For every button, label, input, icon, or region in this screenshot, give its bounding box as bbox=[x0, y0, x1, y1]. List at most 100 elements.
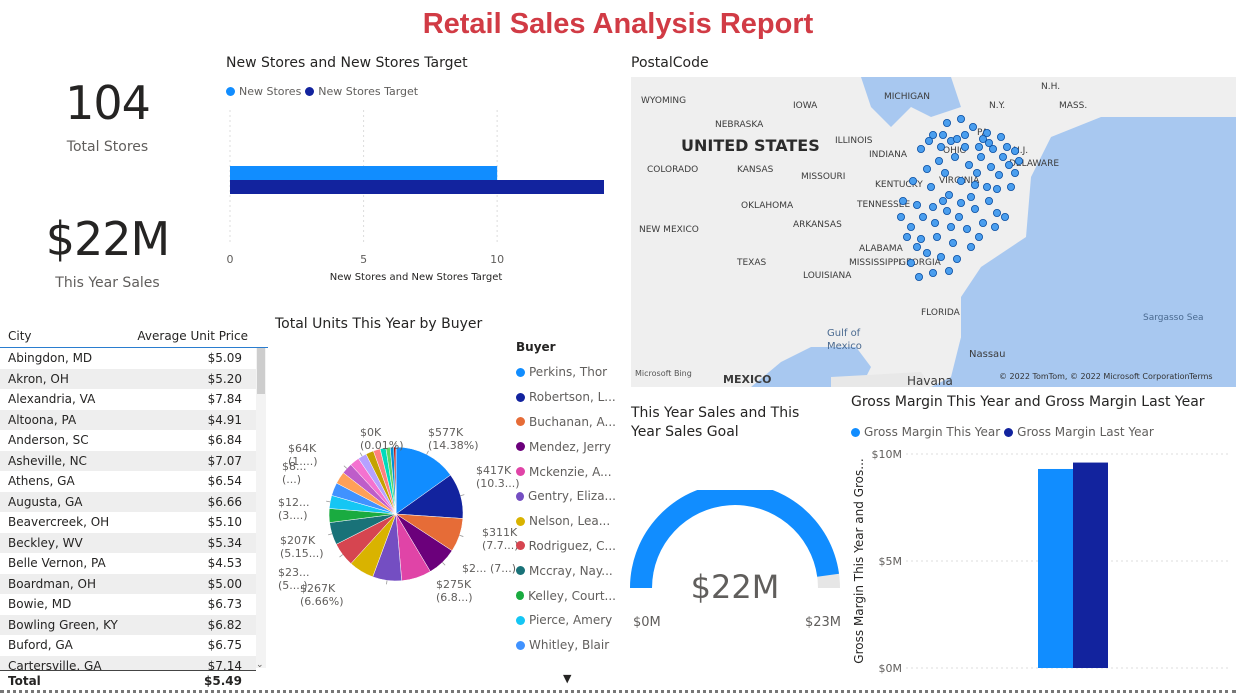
city-price-table[interactable]: City Average Unit Price Abingdon, MD $5.0… bbox=[0, 318, 268, 696]
buyer-legend-item[interactable]: Whitley, Blair bbox=[516, 633, 616, 658]
store-point[interactable] bbox=[978, 135, 987, 144]
postal-code-map[interactable]: WYOMING IOWA MICHIGAN N.Y. N.H. MASS. NEBRASKA… bbox=[631, 77, 1236, 387]
buyer-legend-item[interactable]: Mccray, Nay... bbox=[516, 558, 616, 583]
store-point[interactable] bbox=[998, 153, 1007, 162]
store-point[interactable] bbox=[922, 248, 931, 257]
bar-gm-last-year[interactable] bbox=[1073, 462, 1108, 668]
gross-margin-bar-chart[interactable]: $10M $5M $0M Gross Margin This Year and Gro… bbox=[848, 440, 1233, 685]
store-point[interactable] bbox=[952, 135, 961, 144]
store-point[interactable] bbox=[992, 185, 1001, 194]
table-row[interactable]: Altoona, PA $4.91 bbox=[0, 409, 256, 430]
store-point[interactable] bbox=[1010, 169, 1019, 178]
new-stores-legend[interactable]: New Stores New Stores Target bbox=[226, 85, 418, 98]
buyer-legend-item[interactable]: Mendez, Jerry bbox=[516, 434, 616, 459]
store-point[interactable] bbox=[932, 232, 941, 241]
scrollbar-thumb[interactable] bbox=[257, 348, 265, 394]
store-point[interactable] bbox=[912, 201, 921, 210]
store-point[interactable] bbox=[948, 238, 957, 247]
store-point[interactable] bbox=[902, 232, 911, 241]
store-point[interactable] bbox=[922, 165, 931, 174]
store-point[interactable] bbox=[1004, 161, 1013, 170]
store-point[interactable] bbox=[988, 145, 997, 154]
table-row[interactable]: Akron, OH $5.20 bbox=[0, 368, 256, 389]
store-point[interactable] bbox=[928, 203, 937, 212]
store-point[interactable] bbox=[990, 222, 999, 231]
store-point[interactable] bbox=[896, 212, 905, 221]
buyer-legend-item[interactable]: Gentry, Eliza... bbox=[516, 484, 616, 509]
store-point[interactable] bbox=[972, 169, 981, 178]
buyer-legend-item[interactable]: Nelson, Lea... bbox=[516, 509, 616, 534]
store-point[interactable] bbox=[984, 197, 993, 206]
buyer-legend-item[interactable]: Pierce, Amery bbox=[516, 608, 616, 633]
store-point[interactable] bbox=[916, 145, 925, 154]
store-point[interactable] bbox=[970, 181, 979, 190]
buyer-legend-item[interactable]: Perkins, Thor bbox=[516, 360, 616, 385]
store-point[interactable] bbox=[908, 177, 917, 186]
store-point[interactable] bbox=[954, 212, 963, 221]
col-header-avg-unit-price[interactable]: Average Unit Price bbox=[137, 328, 248, 343]
store-point[interactable] bbox=[930, 218, 939, 227]
store-point[interactable] bbox=[992, 208, 1001, 217]
store-point[interactable] bbox=[982, 129, 991, 138]
store-point[interactable] bbox=[1014, 157, 1023, 166]
buyer-legend-item[interactable]: Kelley, Court... bbox=[516, 583, 616, 608]
store-point[interactable] bbox=[938, 197, 947, 206]
buyer-legend-item[interactable]: Mckenzie, A... bbox=[516, 459, 616, 484]
store-point[interactable] bbox=[974, 143, 983, 152]
store-point[interactable] bbox=[1000, 212, 1009, 221]
table-row[interactable]: Beavercreek, OH $5.10 bbox=[0, 512, 256, 533]
store-point[interactable] bbox=[944, 191, 953, 200]
store-point[interactable] bbox=[918, 212, 927, 221]
table-row[interactable]: Bowling Green, KY $6.82 bbox=[0, 614, 256, 635]
store-point[interactable] bbox=[944, 266, 953, 275]
store-point[interactable] bbox=[976, 153, 985, 162]
store-point[interactable] bbox=[950, 153, 959, 162]
store-point[interactable] bbox=[942, 206, 951, 215]
store-point[interactable] bbox=[914, 272, 923, 281]
store-point[interactable] bbox=[898, 197, 907, 206]
table-row[interactable]: Anderson, SC $6.84 bbox=[0, 430, 256, 451]
table-row[interactable]: Buford, GA $6.75 bbox=[0, 635, 256, 656]
table-row[interactable]: Belle Vernon, PA $4.53 bbox=[0, 553, 256, 574]
store-point[interactable] bbox=[956, 199, 965, 208]
store-point[interactable] bbox=[984, 139, 993, 148]
store-point[interactable] bbox=[936, 252, 945, 261]
table-row[interactable]: Bowie, MD $6.73 bbox=[0, 594, 256, 615]
store-point[interactable] bbox=[916, 234, 925, 243]
gross-margin-legend[interactable]: Gross Margin This Year Gross Margin Last… bbox=[851, 425, 1154, 439]
store-point[interactable] bbox=[906, 222, 915, 231]
store-point[interactable] bbox=[986, 163, 995, 172]
store-point[interactable] bbox=[974, 232, 983, 241]
buyer-legend-item[interactable]: Robertson, L... bbox=[516, 385, 616, 410]
store-point[interactable] bbox=[912, 242, 921, 251]
pie-slice[interactable] bbox=[395, 446, 451, 515]
store-point[interactable] bbox=[960, 143, 969, 152]
table-row[interactable]: Beckley, WV $5.34 bbox=[0, 532, 256, 553]
table-row[interactable]: Alexandria, VA $7.84 bbox=[0, 389, 256, 410]
store-point[interactable] bbox=[982, 183, 991, 192]
store-point[interactable] bbox=[938, 131, 947, 140]
store-point[interactable] bbox=[1006, 183, 1015, 192]
store-point[interactable] bbox=[936, 143, 945, 152]
store-point[interactable] bbox=[946, 222, 955, 231]
store-point[interactable] bbox=[956, 115, 965, 124]
store-point[interactable] bbox=[928, 131, 937, 140]
store-point[interactable] bbox=[926, 183, 935, 192]
buyer-pie-chart[interactable]: $577K(14.38%) $417K(10.3...) $311K(7.7...)… bbox=[270, 418, 520, 608]
store-point[interactable] bbox=[924, 137, 933, 146]
buyer-legend-item[interactable]: Buchanan, A... bbox=[516, 410, 616, 435]
store-point[interactable] bbox=[964, 161, 973, 170]
store-point[interactable] bbox=[942, 119, 951, 128]
table-row[interactable]: Augusta, GA $6.66 bbox=[0, 491, 256, 512]
store-point[interactable] bbox=[928, 268, 937, 277]
new-stores-bar-chart[interactable]: 0 5 10 New Stores and New Stores Target bbox=[220, 100, 620, 290]
bar-gm-this-year[interactable] bbox=[1038, 468, 1073, 668]
store-point[interactable] bbox=[996, 133, 1005, 142]
store-point[interactable] bbox=[1010, 147, 1019, 156]
store-point[interactable] bbox=[970, 204, 979, 213]
bar-new-stores-target[interactable] bbox=[230, 180, 604, 194]
store-point[interactable] bbox=[968, 123, 977, 132]
table-row[interactable]: Abingdon, MD $5.09 bbox=[0, 348, 256, 369]
scroll-down-icon[interactable]: ⌄ bbox=[256, 660, 264, 670]
buyer-legend-item[interactable]: Rodriguez, C... bbox=[516, 534, 616, 559]
